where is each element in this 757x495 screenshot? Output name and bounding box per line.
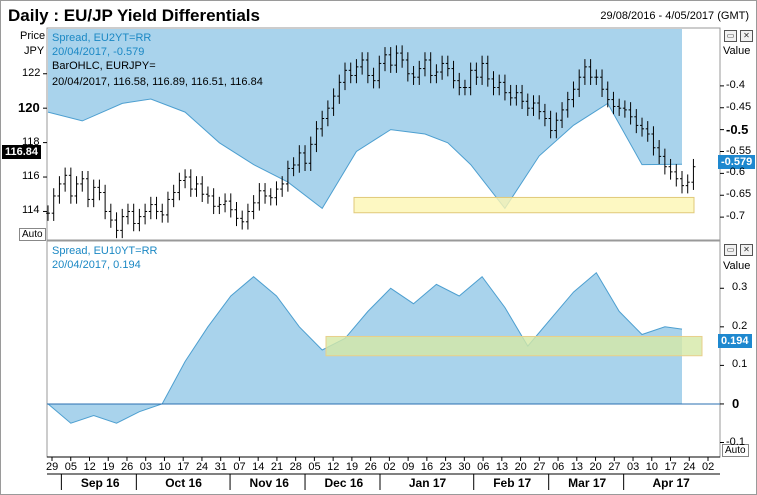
day-tick-label: 19 xyxy=(345,461,359,473)
highlight-band-bottom xyxy=(325,335,703,357)
day-tick-label: 13 xyxy=(495,461,509,473)
left-axis-title-price: Price xyxy=(20,30,46,42)
last-price-tag: 116.84 xyxy=(2,145,42,159)
chart-title: Daily : EU/JP Yield Differentials xyxy=(8,6,260,25)
top-right-tick-label: -0.65 xyxy=(726,188,752,201)
top-right-tick-label: -0.6 xyxy=(726,166,745,179)
day-tick-label: 12 xyxy=(83,461,96,473)
bar-legend: BarOHLC, EURJPY= xyxy=(52,60,156,72)
day-tick-label: 31 xyxy=(214,461,227,473)
top-right-tick-label: -0.45 xyxy=(726,100,752,113)
day-tick-label: 10 xyxy=(645,461,659,473)
day-tick-label: 20 xyxy=(514,461,527,473)
day-tick-label: 10 xyxy=(158,461,171,473)
month-label: Feb 17 xyxy=(493,476,532,490)
top-spread-value: 20/04/2017, -0.579 xyxy=(52,46,145,58)
top-right-tick-label: -0.55 xyxy=(726,144,752,157)
day-tick-label: 05 xyxy=(308,461,321,473)
bottom-right-axis-title: Value xyxy=(723,260,751,272)
highlight-band-top xyxy=(353,196,695,214)
day-tick-label: 17 xyxy=(177,461,190,473)
left-axis-title-jpy: JPY xyxy=(24,45,45,57)
top-right-tick-label: -0.4 xyxy=(726,78,745,91)
day-tick-label: 26 xyxy=(120,461,134,473)
day-tick-label: 03 xyxy=(627,461,640,473)
top-spread-area-fill xyxy=(48,29,682,209)
bottom-right-auto-button[interactable]: Auto xyxy=(722,444,749,457)
day-tick-label: 02 xyxy=(383,461,396,473)
day-tick-label: 28 xyxy=(289,461,302,473)
restore-icon[interactable]: ▭ xyxy=(724,30,737,42)
bar-values: 20/04/2017, 116.58, 116.89, 116.51, 116.… xyxy=(52,76,263,88)
close-icon[interactable]: ✕ xyxy=(740,244,753,256)
day-tick-label: 06 xyxy=(552,461,565,473)
date-range-label: 29/08/2016 - 4/05/2017 (GMT) xyxy=(600,10,749,22)
top-spread-area xyxy=(47,29,683,210)
bottom-right-tick-label: 0 xyxy=(732,395,740,411)
bottom-right-tick-label: 0.1 xyxy=(732,358,748,371)
day-tick-label: 16 xyxy=(420,461,434,473)
day-tick-label: 02 xyxy=(702,461,715,473)
top-highlight-band xyxy=(353,196,695,214)
day-tick-label: 14 xyxy=(252,461,265,473)
restore-icon[interactable]: ▭ xyxy=(724,244,737,256)
month-label: Mar 17 xyxy=(568,476,607,490)
day-tick-label: 29 xyxy=(46,461,59,473)
day-tick-label: 05 xyxy=(64,461,77,473)
bottom-right-tick-label: 0.2 xyxy=(732,319,748,332)
day-tick-label: 26 xyxy=(364,461,377,473)
left-tick-label: 120 xyxy=(18,100,40,116)
top-spread-line xyxy=(47,98,683,210)
day-tick-label: 09 xyxy=(402,461,415,473)
left-tick-label: 114 xyxy=(22,204,40,217)
bottom-right-tick-label: 0.3 xyxy=(732,281,748,294)
close-icon[interactable]: ✕ xyxy=(740,30,753,42)
bottom-spread-legend: Spread, EU10YT=RR xyxy=(52,245,158,257)
day-tick-label: 17 xyxy=(664,461,677,473)
bottom-panel-controls: ▭ ✕ xyxy=(724,244,753,256)
bottom-spread-line xyxy=(47,272,683,424)
top-right-tick-label: -0.5 xyxy=(726,121,749,137)
top-last-value-tag: -0.579 xyxy=(718,155,756,169)
day-tick-label: 03 xyxy=(139,461,152,473)
day-tick-label: 19 xyxy=(102,461,115,473)
axes xyxy=(43,73,724,490)
top-right-tick-label: -0.7 xyxy=(726,210,745,223)
ohlc-bars xyxy=(46,45,696,239)
day-tick-label: 27 xyxy=(608,461,621,473)
bottom-spread-value: 20/04/2017, 0.194 xyxy=(52,259,141,271)
day-tick-label: 13 xyxy=(570,461,584,473)
bottom-right-tick-label: -0.1 xyxy=(726,435,745,448)
left-tick-label: 118 xyxy=(22,135,40,148)
left-tick-label: 122 xyxy=(22,66,41,79)
month-label: Jan 17 xyxy=(408,476,447,490)
day-tick-label: 24 xyxy=(195,461,209,473)
top-left-auto-button[interactable]: Auto xyxy=(19,228,46,241)
top-panel-controls: ▭ ✕ xyxy=(724,30,753,42)
day-tick-label: 07 xyxy=(233,461,246,473)
day-tick-label: 20 xyxy=(589,461,602,473)
day-tick-label: 30 xyxy=(458,461,471,473)
month-label: Oct 16 xyxy=(165,476,202,490)
left-tick-label: 116 xyxy=(22,170,40,183)
top-spread-legend: Spread, EU2YT=RR xyxy=(52,32,152,44)
day-tick-label: 24 xyxy=(683,461,696,473)
bottom-highlight-band xyxy=(325,335,703,357)
top-right-axis-title: Value xyxy=(723,45,751,57)
day-tick-label: 21 xyxy=(270,461,284,473)
month-label: Sep 16 xyxy=(80,476,120,490)
day-tick-label: 27 xyxy=(533,461,546,473)
month-label: Dec 16 xyxy=(324,476,364,490)
day-tick-label: 12 xyxy=(327,461,340,473)
day-tick-label: 06 xyxy=(477,461,490,473)
day-tick-label: 23 xyxy=(439,461,452,473)
month-label: Apr 17 xyxy=(652,476,690,490)
month-label: Nov 16 xyxy=(249,476,289,490)
bottom-last-value-tag: 0.194 xyxy=(718,334,752,348)
